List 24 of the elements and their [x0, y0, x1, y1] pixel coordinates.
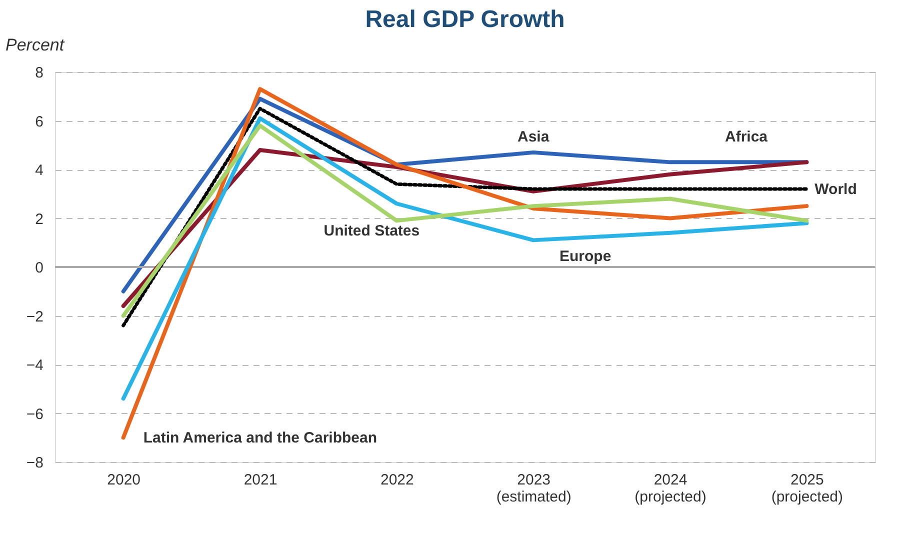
series-label: Latin America and the Caribbean: [143, 430, 378, 447]
series-label: Asia: [517, 128, 550, 146]
y-axis-title: Percent: [6, 36, 66, 54]
series-label: Africa: [725, 128, 768, 146]
chart-title: Real GDP Growth: [365, 6, 565, 33]
x-tick-label: 2022: [380, 472, 414, 488]
y-tick-label: 6: [35, 113, 44, 130]
y-tick-label: 2: [35, 210, 44, 228]
x-tick-label: 2020: [107, 472, 141, 488]
x-tick-label: 2021: [244, 472, 278, 488]
series-label: Europe: [559, 248, 612, 266]
y-tick-label: −4: [26, 357, 44, 374]
series-label: World: [814, 181, 857, 198]
line-series: [121, 116, 809, 401]
x-tick-label: 2024 (projected): [634, 472, 706, 506]
y-tick-label: 4: [35, 162, 44, 179]
x-tick-label: 2025 (projected): [771, 472, 844, 506]
y-tick-label: −2: [26, 308, 44, 326]
x-tick-label: 2023 (estimated): [496, 472, 572, 506]
y-tick-label: 8: [35, 64, 44, 82]
series-label: United States: [324, 222, 420, 240]
y-tick-label: −8: [26, 454, 44, 472]
y-tick-label: −6: [26, 406, 44, 423]
y-tick-label: 0: [35, 260, 44, 276]
